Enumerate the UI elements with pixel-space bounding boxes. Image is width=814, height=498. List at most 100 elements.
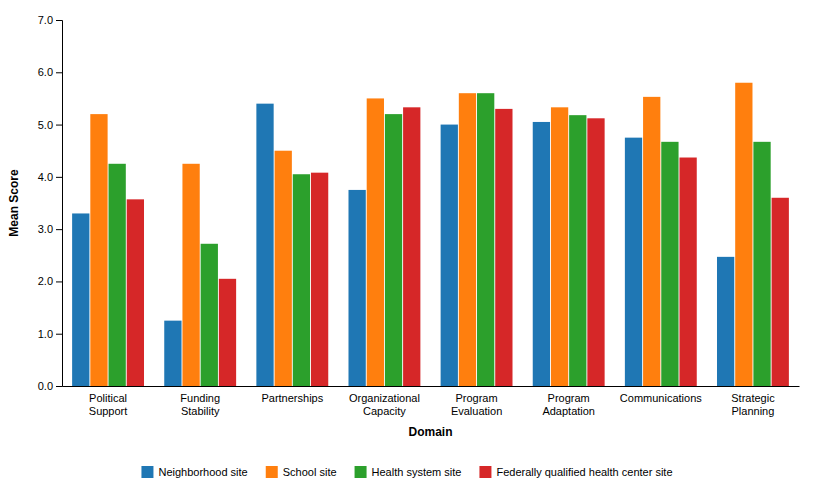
y-tick-label: 3.0 [38,223,53,235]
x-tick-label: StrategicPlanning [731,392,775,417]
bar [569,115,586,386]
y-axis: 0.0 1.0 2.0 3.0 4.0 5.0 6.0 7.0 [38,14,63,392]
x-tick-label-line: Strategic [731,392,775,404]
bar [477,93,494,386]
x-tick-label-line: Program [548,392,590,404]
bar [182,164,199,386]
bar [256,104,273,386]
y-tick-label: 4.0 [38,171,53,183]
x-tick: Communications [620,392,702,404]
x-tick-label: ProgramEvaluation [451,392,502,417]
y-tick-label: 5.0 [38,119,53,131]
bar [127,199,144,386]
legend-item: Neighborhood site [141,466,247,478]
bar [717,257,734,386]
y-tick-label: 0.0 [38,380,53,392]
y-tick-mark [56,281,62,282]
x-tick-label-line: Partnerships [261,392,323,404]
legend-swatch [479,466,491,478]
legend-item: School site [266,466,337,478]
bar [293,174,310,386]
bar [625,138,642,386]
x-tick-label: Communications [620,392,702,404]
x-axis-title: Domain [408,425,452,439]
x-tick: ProgramAdaptation [542,392,595,417]
x-tick: ProgramEvaluation [451,392,502,417]
x-tick-label-line: Stability [181,405,220,417]
bar [459,93,476,386]
bar-series [109,93,771,386]
legend-swatch [355,466,367,478]
bar-series [72,104,734,386]
bar [164,321,181,386]
y-tick-mark [56,20,62,21]
x-tick-label-line: Organizational [349,392,420,404]
legend-label: School site [283,466,337,478]
x-tick-label-line: Political [89,392,127,404]
x-tick-label-line: Program [455,392,497,404]
bar [495,109,512,386]
bar [201,244,218,386]
y-tick-mark [56,72,62,73]
y-tick-label: 7.0 [38,14,53,26]
bar [753,142,770,386]
bar [109,164,126,386]
x-tick-label: FundingStability [180,392,220,417]
y-tick: 6.0 [38,66,62,78]
y-axis-title: Mean Score [7,169,21,237]
legend-label: Federally qualified health center site [496,466,672,478]
x-axis-line [63,386,800,387]
legend: Neighborhood site School site Health syste… [141,466,672,478]
y-tick: 4.0 [38,171,62,183]
bar [587,118,604,386]
bar [735,83,752,386]
x-tick-label: ProgramAdaptation [542,392,595,417]
bar [441,125,458,386]
x-tick-label-line: Funding [180,392,220,404]
bar [90,114,107,386]
x-tick-label: Partnerships [261,392,323,404]
bar [551,107,568,386]
bar-series [90,83,752,386]
legend-swatch [141,466,153,478]
x-tick-label-line: Planning [732,405,775,417]
bar [348,190,365,386]
y-tick-label: 6.0 [38,66,53,78]
x-tick: StrategicPlanning [731,392,775,417]
y-tick-mark [56,229,62,230]
x-axis: PoliticalSupport FundingStability Partners… [63,387,800,417]
y-tick-label: 1.0 [38,328,53,340]
bar [772,198,789,386]
y-tick-label: 2.0 [38,275,53,287]
x-tick: Partnerships [261,392,323,404]
y-tick-mark [56,386,62,387]
y-tick: 2.0 [38,275,62,287]
legend-item: Federally qualified health center site [479,466,672,478]
y-axis-line [56,21,63,387]
legend-label: Health system site [372,466,462,478]
bar [679,158,696,386]
bar [311,173,328,386]
bar [385,114,402,386]
bar [403,107,420,386]
y-tick: 5.0 [38,119,62,131]
plot: 0.0 1.0 2.0 3.0 4.0 5.0 6.0 7.0 PoliticalSupport… [38,14,800,417]
chart: 0.0 1.0 2.0 3.0 4.0 5.0 6.0 7.0 PoliticalSupport… [0,0,814,498]
legend-swatch [266,466,278,478]
bar [72,213,89,386]
y-tick-mark [56,177,62,178]
bar [643,97,660,386]
legend-label: Neighborhood site [158,466,247,478]
x-tick-label-line: Capacity [363,405,406,417]
legend-item: Health system site [355,466,462,478]
y-tick-mark [56,334,62,335]
y-tick: 0.0 [38,380,62,392]
bar [533,122,550,386]
x-tick-label-line: Support [89,405,128,417]
y-tick: 3.0 [38,223,62,235]
x-tick: FundingStability [180,392,220,417]
bar [219,279,236,386]
y-tick: 7.0 [38,14,62,26]
x-tick-label-line: Communications [620,392,702,404]
x-tick-label: PoliticalSupport [89,392,128,417]
